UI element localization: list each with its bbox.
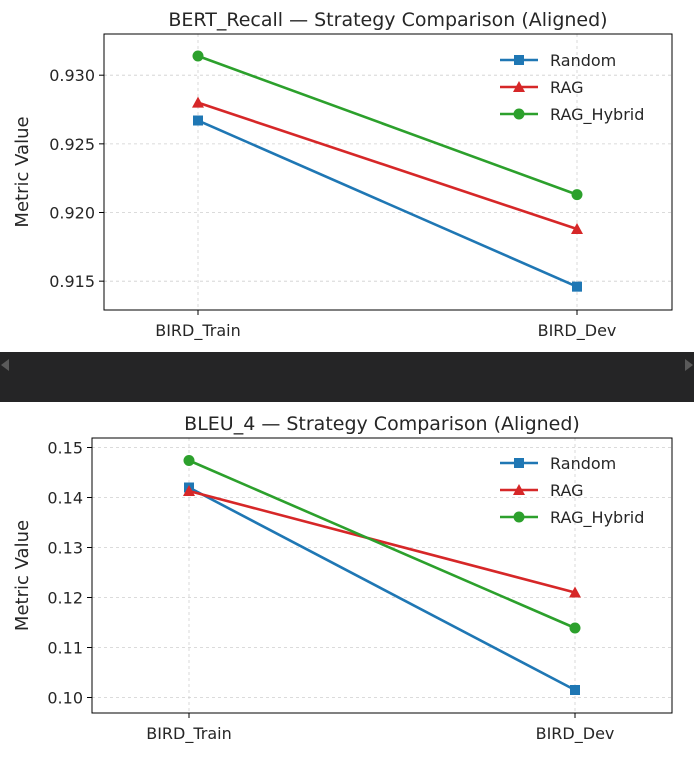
legend-label: RAG_Hybrid — [550, 508, 644, 528]
legend-label: Random — [550, 454, 616, 473]
legend-label: RAG — [550, 481, 584, 500]
chart-panel-bert-recall: 0.915 0.920 0.925 0.930 BIRD_Train BIRD_Dev BE… — [0, 0, 694, 352]
legend-marker — [514, 458, 524, 468]
legend-marker — [514, 55, 524, 65]
series-line — [197, 54, 578, 196]
series-rag — [183, 485, 581, 598]
chart-panel-bleu4: 0.10 0.11 0.12 0.13 0.14 0.15 BIRD_Train BIRD_D… — [0, 402, 694, 758]
legend: Random RAG RAG_Hybrid — [500, 454, 644, 528]
y-tick-label: 0.930 — [49, 66, 95, 85]
y-tick-label: 0.13 — [47, 539, 83, 558]
data-point — [569, 586, 581, 598]
y-tick-label: 0.15 — [47, 439, 83, 458]
scroll-left-icon[interactable] — [1, 359, 9, 371]
data-point — [569, 622, 581, 634]
plot-frame — [103, 33, 673, 311]
legend-marker — [513, 484, 525, 495]
data-point — [192, 96, 204, 108]
data-point — [570, 685, 580, 695]
y-tick-label: 0.915 — [49, 272, 95, 291]
y-tick-label: 0.14 — [47, 489, 83, 508]
legend-marker — [513, 511, 525, 523]
series-line — [188, 459, 576, 630]
chart-bleu4: 0.10 0.11 0.12 0.13 0.14 0.15 BIRD_Train BIRD_D… — [12, 413, 673, 744]
series-line — [197, 119, 578, 288]
data-point — [571, 189, 583, 201]
data-point — [571, 222, 583, 234]
series-random — [193, 115, 582, 292]
series-rag — [192, 96, 583, 234]
x-tick-label: BIRD_Dev — [536, 724, 615, 744]
series-rag-hybrid — [192, 50, 583, 201]
y-tick-label: 0.920 — [49, 204, 95, 223]
data-point — [193, 115, 203, 126]
series-rag-hybrid — [183, 455, 581, 634]
y-tick-label: 0.10 — [47, 689, 83, 708]
legend-marker — [513, 108, 525, 120]
data-point — [183, 455, 195, 466]
legend: Random RAG RAG_Hybrid — [500, 51, 644, 125]
legend-label: RAG_Hybrid — [550, 105, 644, 125]
series-line — [188, 489, 576, 594]
legend-label: Random — [550, 51, 616, 70]
x-tick-label: BIRD_Train — [155, 321, 241, 341]
data-point — [572, 281, 582, 292]
series-line — [197, 101, 578, 231]
x-tick-label: BIRD_Train — [146, 724, 232, 744]
x-tick-label: BIRD_Dev — [538, 321, 617, 341]
chart-title: BLEU_4 — Strategy Comparison (Aligned) — [184, 413, 580, 435]
data-point — [183, 485, 195, 496]
y-tick-label: 0.12 — [47, 589, 83, 608]
y-tick-label: 0.925 — [49, 135, 95, 154]
y-tick-label: 0.11 — [47, 639, 83, 658]
chart-title: BERT_Recall — Strategy Comparison (Align… — [168, 9, 607, 31]
chart-bert-recall: 0.915 0.920 0.925 0.930 BIRD_Train BIRD_Dev BE… — [12, 9, 673, 341]
series-line — [188, 486, 576, 692]
legend-marker — [513, 81, 525, 92]
legend-label: RAG — [550, 78, 584, 97]
panel-separator — [0, 352, 694, 402]
plot-frame — [91, 437, 673, 714]
data-point — [192, 50, 204, 62]
scroll-right-icon[interactable] — [685, 359, 693, 371]
y-axis-label: Metric Value — [12, 520, 33, 631]
y-axis-label: Metric Value — [12, 116, 33, 227]
